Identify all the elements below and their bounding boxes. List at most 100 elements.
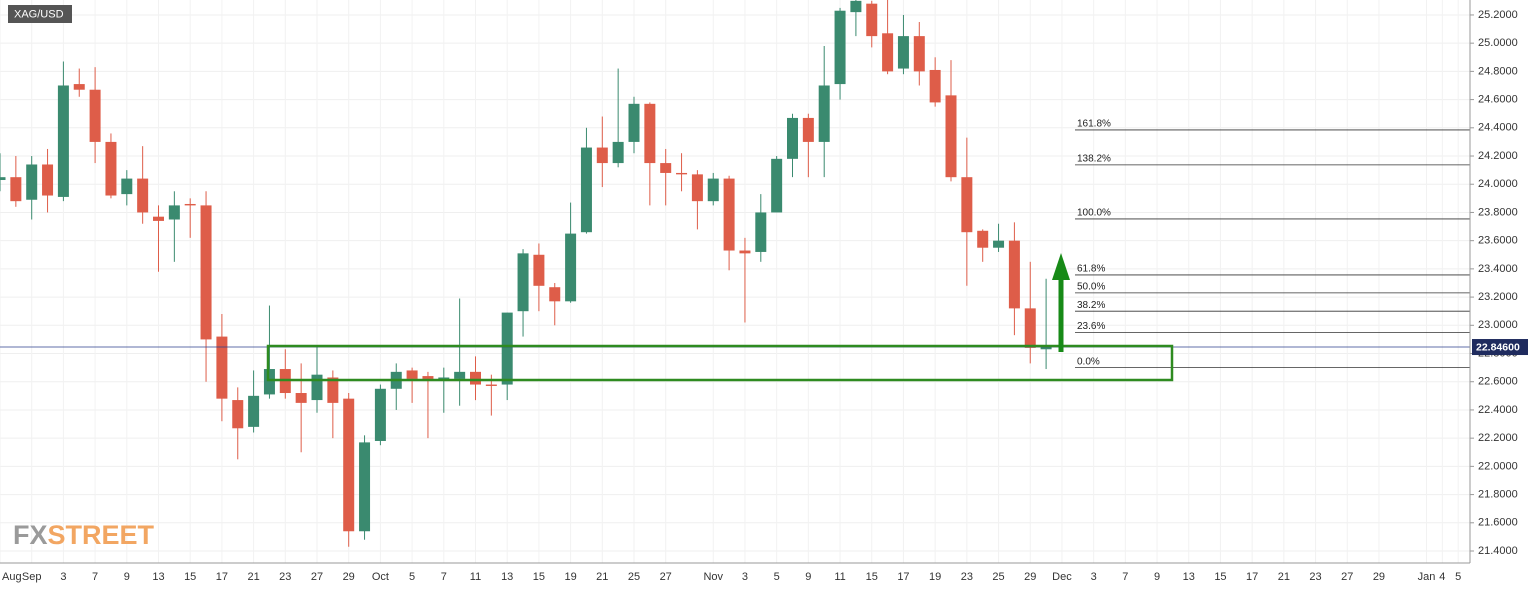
x-tick-label: 25 (992, 571, 1004, 583)
x-tick-label: 17 (216, 571, 228, 583)
x-tick-label: Jan (1418, 571, 1436, 583)
x-tick-label: Nov (703, 571, 723, 583)
x-tick-label: 19 (564, 571, 576, 583)
x-tick-label: 7 (441, 571, 447, 583)
candle-body (882, 33, 894, 72)
x-tick-label: Oct (372, 571, 389, 583)
candle-body (897, 36, 909, 69)
candle-body (121, 178, 133, 195)
candle-body (818, 85, 830, 142)
candle-body (802, 117, 814, 142)
candle-body (977, 230, 989, 248)
fib-label: 38.2% (1077, 300, 1105, 311)
x-tick-label: Dec (1052, 571, 1072, 583)
candle-body (105, 141, 117, 196)
support-zone (266, 344, 1174, 382)
x-tick-label: 7 (1122, 571, 1128, 583)
x-tick-label: 9 (805, 571, 811, 583)
axis-labels: 21.4000 21.6000 21.8000 22.0000 22.2000 22.40… (2, 9, 1528, 583)
candle-body (501, 312, 513, 385)
fib-label: 161.8% (1077, 119, 1111, 130)
x-tick-label: 11 (834, 571, 845, 583)
last-price-box (1472, 339, 1528, 356)
x-tick-label: 17 (897, 571, 909, 583)
candle-body (184, 203, 196, 206)
fib-label: 61.8% (1077, 264, 1105, 275)
x-tick-label: 11 (470, 571, 481, 583)
fib-label: 100.0% (1077, 208, 1111, 219)
x-tick-label: 29 (1024, 571, 1036, 583)
candle-body (1024, 308, 1036, 348)
candle-body (374, 388, 386, 441)
candle-body (866, 3, 878, 37)
y-tick-label: 21.6000 (1478, 517, 1518, 529)
candle-body (327, 377, 339, 403)
candle-body (533, 254, 545, 286)
x-tick-label: 23 (279, 571, 291, 583)
x-tick-label: 5 (409, 571, 415, 583)
candle-body (485, 384, 497, 386)
x-tick-label: 27 (1341, 571, 1353, 583)
candle-body (232, 400, 244, 429)
candle-body (406, 370, 418, 379)
candle-body (26, 164, 38, 200)
candle-body (359, 442, 371, 532)
candle-body (834, 10, 846, 85)
x-tick-label: 27 (311, 571, 323, 583)
x-tick-label: 19 (929, 571, 941, 583)
candle-body (216, 336, 228, 399)
x-tick-label: 15 (1214, 571, 1226, 583)
x-tick-label: 3 (60, 571, 66, 583)
candle-body (723, 178, 735, 251)
y-tick-label: 23.6000 (1478, 235, 1518, 247)
candle-body (660, 163, 672, 173)
x-tick-label: 21 (247, 571, 259, 583)
y-tick-label: 21.8000 (1478, 488, 1518, 500)
last-price-label: 22.84600 (1476, 341, 1520, 353)
candle-body (961, 177, 973, 233)
candle-body (422, 376, 434, 379)
y-tick-label: 22.6000 (1478, 376, 1518, 388)
x-tick-label: 9 (124, 571, 130, 583)
x-tick-label: 4 (1439, 571, 1445, 583)
x-tick-label: 27 (660, 571, 672, 583)
candle-body (644, 103, 656, 164)
candle-body (580, 147, 592, 233)
plot-area: 161.8% 138.2% 100.0% 61.8% 50.0% 38.2% 23.6% 0.… (0, 0, 1470, 547)
x-tick-label: 13 (1183, 571, 1195, 583)
fib-label: 0.0% (1077, 356, 1100, 367)
title-box (8, 5, 72, 23)
fib-label: 138.2% (1077, 154, 1111, 165)
candle-body (993, 240, 1005, 248)
x-tick-label: 29 (343, 571, 355, 583)
y-tick-label: 23.2000 (1478, 291, 1518, 303)
x-tick-label: 15 (184, 571, 196, 583)
candle-body (945, 95, 957, 178)
candle-body (295, 393, 307, 403)
candle-body (0, 177, 6, 181)
candle-body (850, 0, 862, 13)
x-tick-label: 21 (596, 571, 608, 583)
watermark-fx: FX (13, 520, 48, 550)
x-tick-label: 15 (533, 571, 545, 583)
candle-body (739, 250, 751, 254)
x-tick-label: 9 (1154, 571, 1160, 583)
x-tick-label: 3 (742, 571, 748, 583)
candle-body (517, 253, 529, 312)
x-tick-label: 29 (1373, 571, 1385, 583)
candle-body (10, 177, 22, 202)
arrow-head (1052, 253, 1070, 280)
candle-body (1008, 240, 1020, 309)
y-tick-label: 25.0000 (1478, 37, 1518, 49)
candle-body (57, 85, 69, 197)
candle-body (691, 174, 703, 202)
candle-body (771, 158, 783, 213)
candle-body (153, 216, 164, 221)
candle-body (929, 69, 941, 103)
y-tick-label: 22.2000 (1478, 432, 1518, 444)
y-tick-label: 22.0000 (1478, 460, 1518, 472)
candle-body (913, 36, 925, 72)
candle-body (248, 395, 260, 427)
candle-body (73, 84, 85, 90)
